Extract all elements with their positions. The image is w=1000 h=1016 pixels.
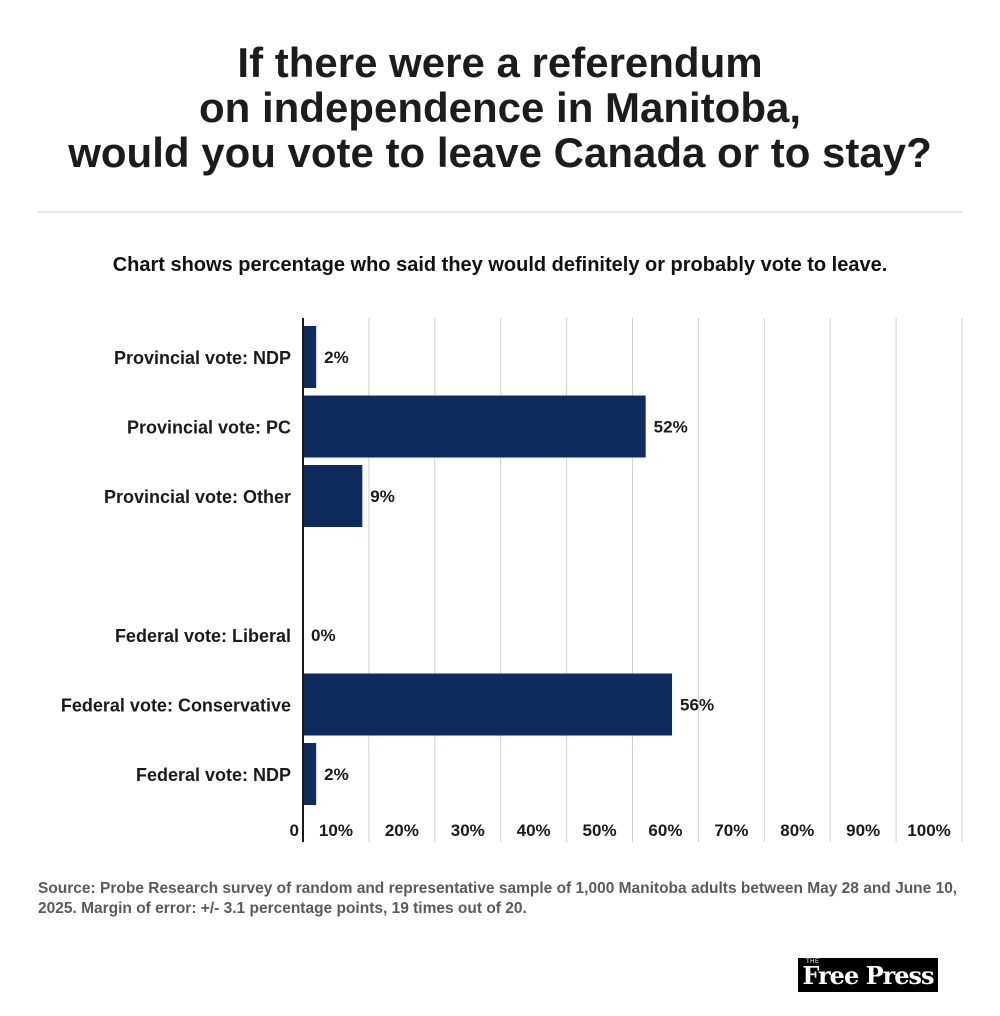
value-label: 2% [324, 765, 349, 784]
value-label: 56% [680, 696, 714, 715]
tick-label: 20% [385, 821, 419, 840]
tick-label: 30% [451, 821, 485, 840]
bar [303, 326, 317, 388]
bar-chart: Provincial vote: NDP 2% Provincial vote: P… [61, 318, 963, 842]
tick-label: 40% [517, 821, 551, 840]
tick-label: 10% [319, 821, 353, 840]
category-label: Federal vote: Liberal [115, 626, 291, 646]
tick-label: 50% [583, 821, 617, 840]
tick-label: 80% [780, 821, 814, 840]
category-label: Provincial vote: Other [104, 487, 291, 507]
category-label: Provincial vote: PC [127, 418, 291, 438]
tick-label: 90% [846, 821, 880, 840]
category-label: Federal vote: NDP [136, 765, 291, 785]
value-label: 52% [654, 418, 688, 437]
chart-subtitle: Chart shows percentage who said they wou… [112, 254, 888, 276]
bar [303, 395, 646, 458]
category-label: Provincial vote: NDP [114, 348, 291, 368]
value-label: 0% [311, 626, 336, 645]
logo-small-text: THE [806, 959, 820, 965]
tick-label: 100% [907, 821, 950, 840]
logo-text: Free Press [802, 960, 934, 990]
bar [303, 673, 673, 736]
bar [303, 465, 363, 527]
divider [38, 211, 962, 213]
tick-label: 0 [290, 821, 299, 840]
free-press-logo[interactable]: Free Press [798, 958, 938, 992]
value-label: 9% [370, 487, 395, 506]
bar [303, 743, 317, 805]
source-note: Source: Probe Research survey of random … [38, 880, 958, 917]
value-label: 2% [324, 348, 349, 367]
page-title: If there were a referendum on independen… [68, 39, 932, 176]
tick-label: 60% [648, 821, 682, 840]
category-label: Federal vote: Conservative [61, 696, 291, 716]
tick-label: 70% [714, 821, 748, 840]
